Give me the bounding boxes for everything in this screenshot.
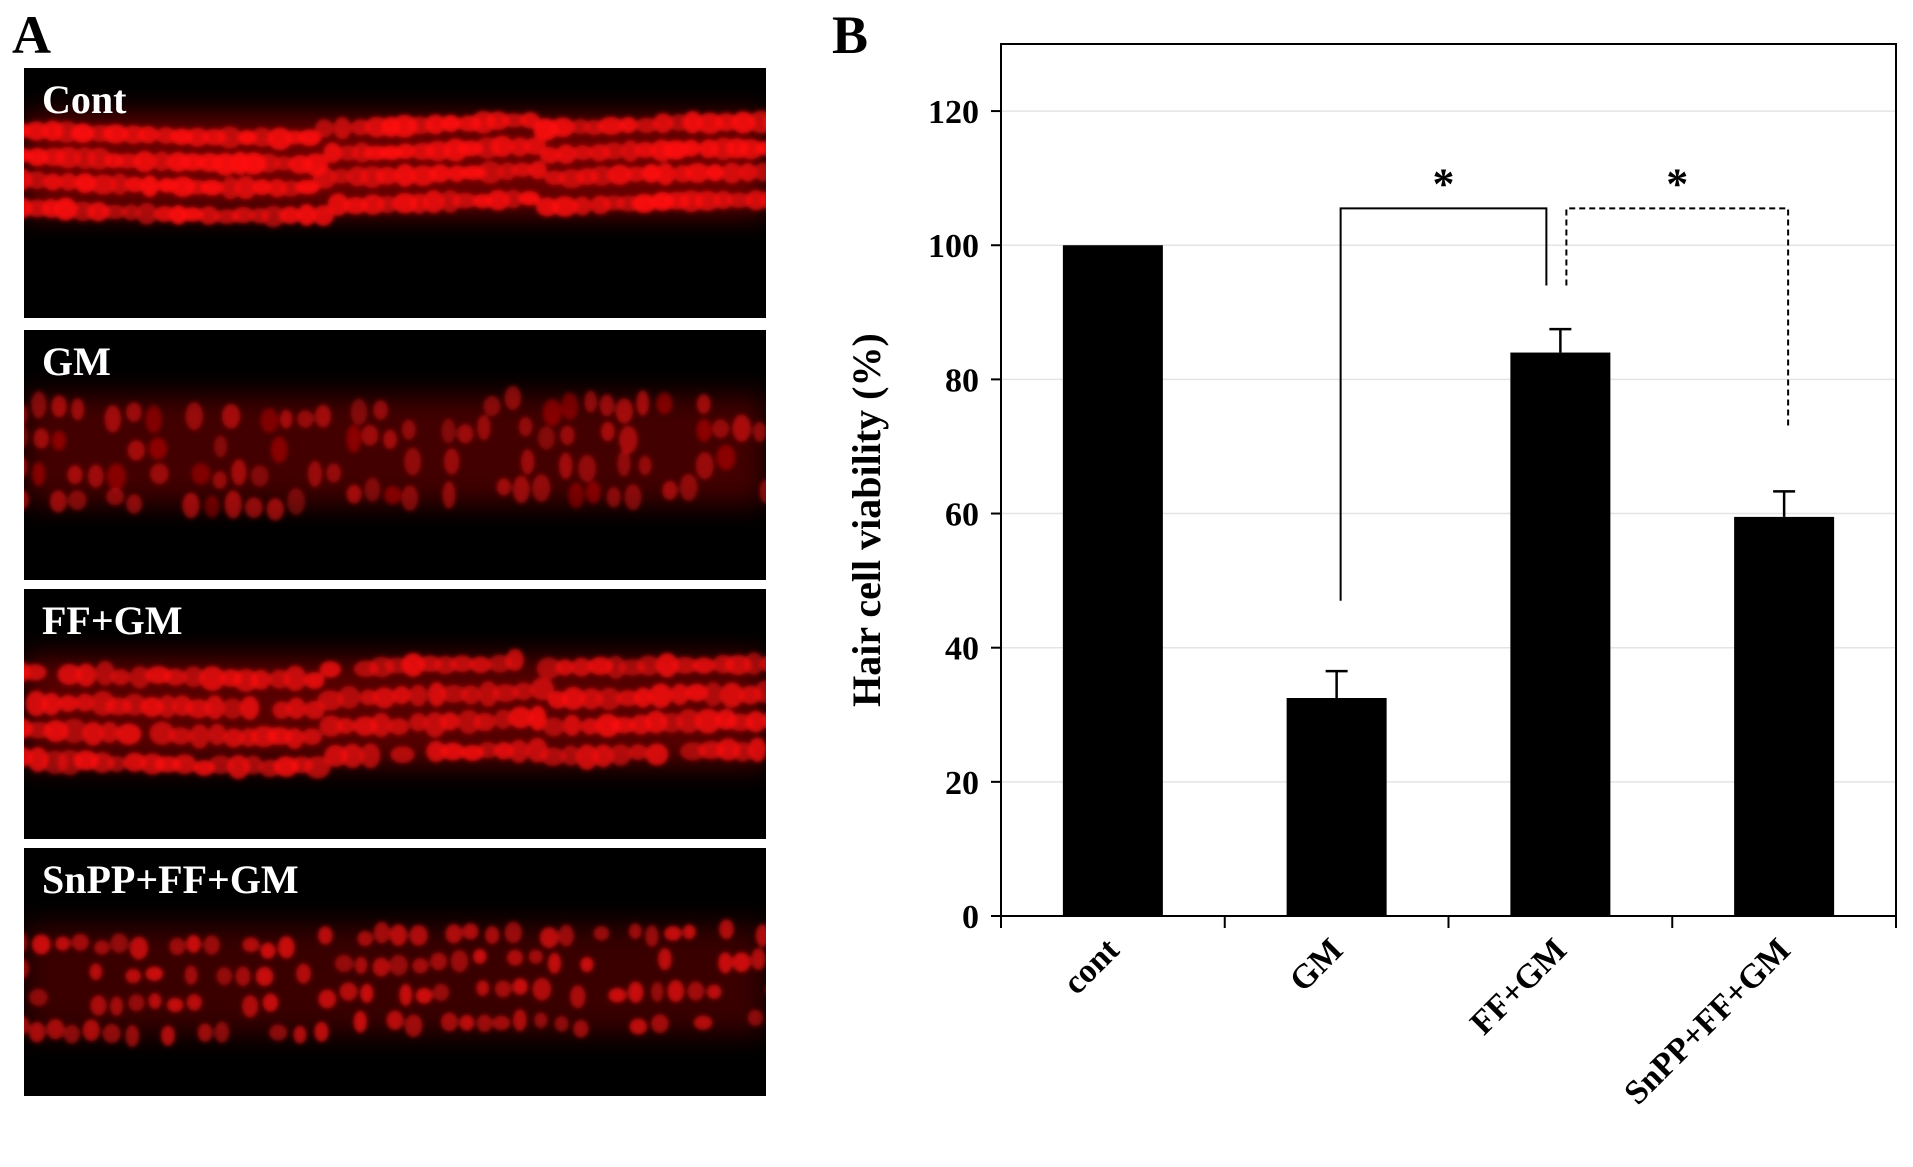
y-tick-label: 80 [945, 362, 979, 399]
micrograph-snpp-ff-gm: SnPP+FF+GM [24, 848, 766, 1096]
bar-cont [1062, 245, 1163, 916]
y-tick-label: 0 [962, 899, 979, 936]
micrograph-ff-gm: FF+GM [24, 589, 766, 839]
micrograph-label-cont: Cont [42, 77, 127, 122]
y-tick-label: 120 [928, 94, 979, 131]
x-tick-label: cont [1056, 931, 1127, 1002]
significance-bracket [1339, 207, 1548, 601]
panel-b-letter: B [832, 5, 869, 65]
y-tick-label: 60 [945, 497, 979, 534]
significance-star: * [1666, 159, 1688, 208]
y-tick-label: 100 [928, 228, 979, 265]
panel-a-letter: A [12, 5, 51, 65]
x-tick-label: FF+GM [1463, 931, 1574, 1042]
micrograph-label-ff-gm: FF+GM [42, 598, 183, 643]
x-tick-label: GM [1283, 931, 1351, 999]
micrograph-ff-gm-image [24, 648, 766, 780]
micrograph-label-snpp-ff-gm: SnPP+FF+GM [42, 857, 299, 902]
micrograph-gm: GM [24, 330, 766, 580]
bar-snpp-ff-gm [1734, 516, 1835, 916]
micrograph-cont-image [24, 110, 766, 228]
micrograph-snpp-ff-gm-image [24, 919, 766, 1048]
y-tick-label: 40 [945, 631, 979, 668]
bar-ff-gm [1510, 352, 1611, 916]
x-tick-label: SnPP+FF+GM [1617, 931, 1797, 1111]
bar-gm [1286, 698, 1387, 916]
significance-star: * [1433, 159, 1455, 208]
y-axis-label: Hair cell viability (%) [844, 333, 889, 707]
micrograph-label-gm: GM [42, 339, 111, 384]
micrograph-gm-image [24, 385, 766, 521]
micrograph-cont: Cont [24, 68, 766, 318]
y-tick-label: 20 [945, 765, 979, 802]
